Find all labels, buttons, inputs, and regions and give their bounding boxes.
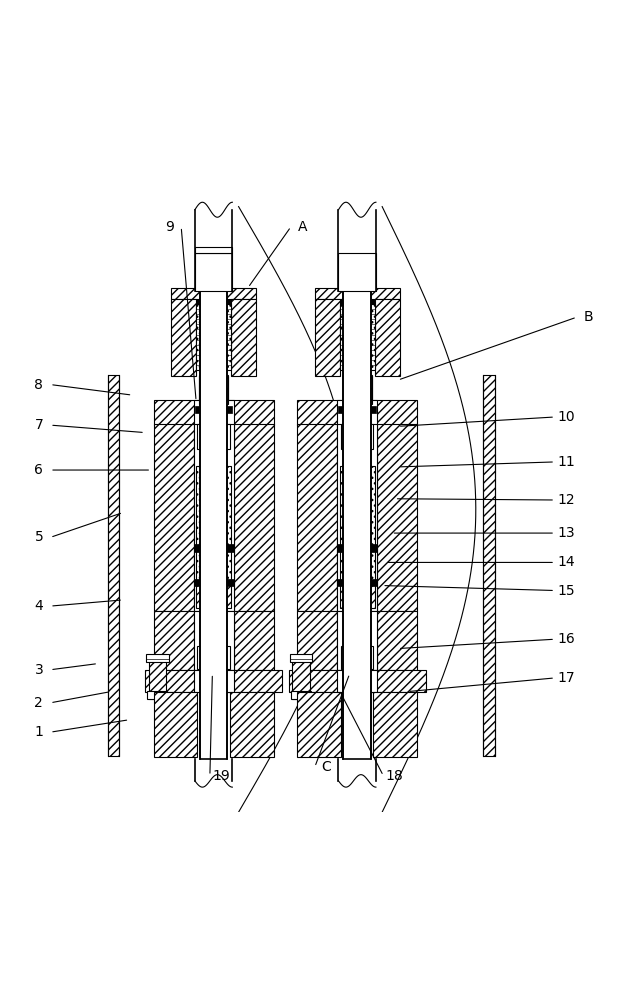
Text: 10: 10 (557, 410, 575, 424)
Bar (196, 299, 231, 304)
Bar (194, 579, 234, 586)
Bar (154, 424, 194, 611)
Bar (340, 299, 375, 304)
Bar (196, 551, 231, 580)
Text: B: B (583, 310, 593, 324)
Bar (291, 691, 311, 699)
Bar (194, 670, 234, 692)
Bar (340, 585, 375, 608)
Text: 8: 8 (34, 378, 43, 392)
Text: 17: 17 (557, 671, 575, 685)
Text: 3: 3 (34, 663, 43, 677)
Text: 11: 11 (557, 455, 575, 469)
Bar (146, 654, 169, 662)
Bar (315, 288, 399, 299)
Bar (196, 585, 231, 608)
Bar (290, 654, 312, 662)
Bar (343, 376, 372, 404)
Text: 5: 5 (34, 530, 43, 544)
Circle shape (350, 411, 365, 426)
Text: 18: 18 (386, 769, 404, 783)
Bar (337, 400, 377, 425)
Bar (194, 424, 234, 611)
Bar (194, 544, 234, 552)
Bar (337, 424, 377, 611)
Text: 2: 2 (34, 696, 43, 710)
Text: 9: 9 (166, 220, 174, 234)
Text: 19: 19 (213, 769, 230, 783)
Bar (154, 400, 273, 425)
Bar (199, 375, 228, 406)
Bar (147, 691, 167, 699)
Bar (343, 375, 372, 406)
Bar (315, 299, 340, 376)
Text: 6: 6 (34, 463, 43, 477)
Bar (297, 692, 341, 757)
Bar (339, 253, 376, 291)
Bar (339, 406, 376, 413)
Bar (297, 424, 337, 611)
Bar (337, 544, 377, 552)
Text: A: A (298, 220, 307, 234)
Bar (198, 424, 230, 449)
Text: 16: 16 (557, 632, 575, 646)
Bar (377, 611, 417, 670)
Bar (234, 424, 273, 611)
Bar (340, 551, 375, 580)
Text: 1: 1 (34, 725, 43, 739)
Text: 13: 13 (557, 526, 575, 540)
Bar (234, 611, 273, 670)
Bar (345, 426, 370, 446)
Bar (195, 406, 233, 413)
Text: 7: 7 (34, 418, 43, 432)
Bar (200, 291, 228, 759)
Text: C: C (321, 760, 331, 774)
Text: 14: 14 (557, 555, 575, 569)
Bar (149, 661, 166, 699)
Bar (201, 650, 226, 666)
Text: 12: 12 (557, 493, 575, 507)
Bar (199, 376, 228, 404)
Bar (195, 247, 233, 253)
Bar (337, 579, 377, 586)
Bar (201, 426, 226, 446)
Bar (230, 692, 273, 757)
Bar (107, 375, 119, 756)
Bar (340, 304, 375, 370)
Bar (340, 304, 375, 370)
Bar (195, 253, 233, 291)
Bar (341, 424, 374, 449)
Bar (231, 299, 256, 376)
Bar (171, 288, 256, 299)
Bar (196, 304, 231, 370)
Bar (196, 304, 231, 370)
Text: 15: 15 (557, 584, 575, 598)
Bar (288, 670, 426, 692)
Bar (341, 646, 374, 669)
Bar (292, 661, 310, 699)
Bar (374, 692, 417, 757)
Bar (154, 692, 198, 757)
Bar (377, 424, 417, 611)
Bar (344, 291, 371, 759)
Bar (337, 670, 377, 692)
Bar (375, 299, 399, 376)
Bar (194, 611, 234, 670)
Bar (297, 611, 337, 670)
Bar (345, 650, 370, 666)
Bar (340, 466, 375, 546)
Bar (196, 466, 231, 546)
Bar (171, 299, 196, 376)
Bar (154, 611, 194, 670)
Bar (297, 400, 417, 425)
Bar (145, 670, 282, 692)
Bar (194, 400, 234, 425)
Bar (198, 646, 230, 669)
Text: 4: 4 (34, 599, 43, 613)
Bar (337, 611, 377, 670)
Circle shape (206, 411, 221, 426)
Bar (483, 375, 495, 756)
